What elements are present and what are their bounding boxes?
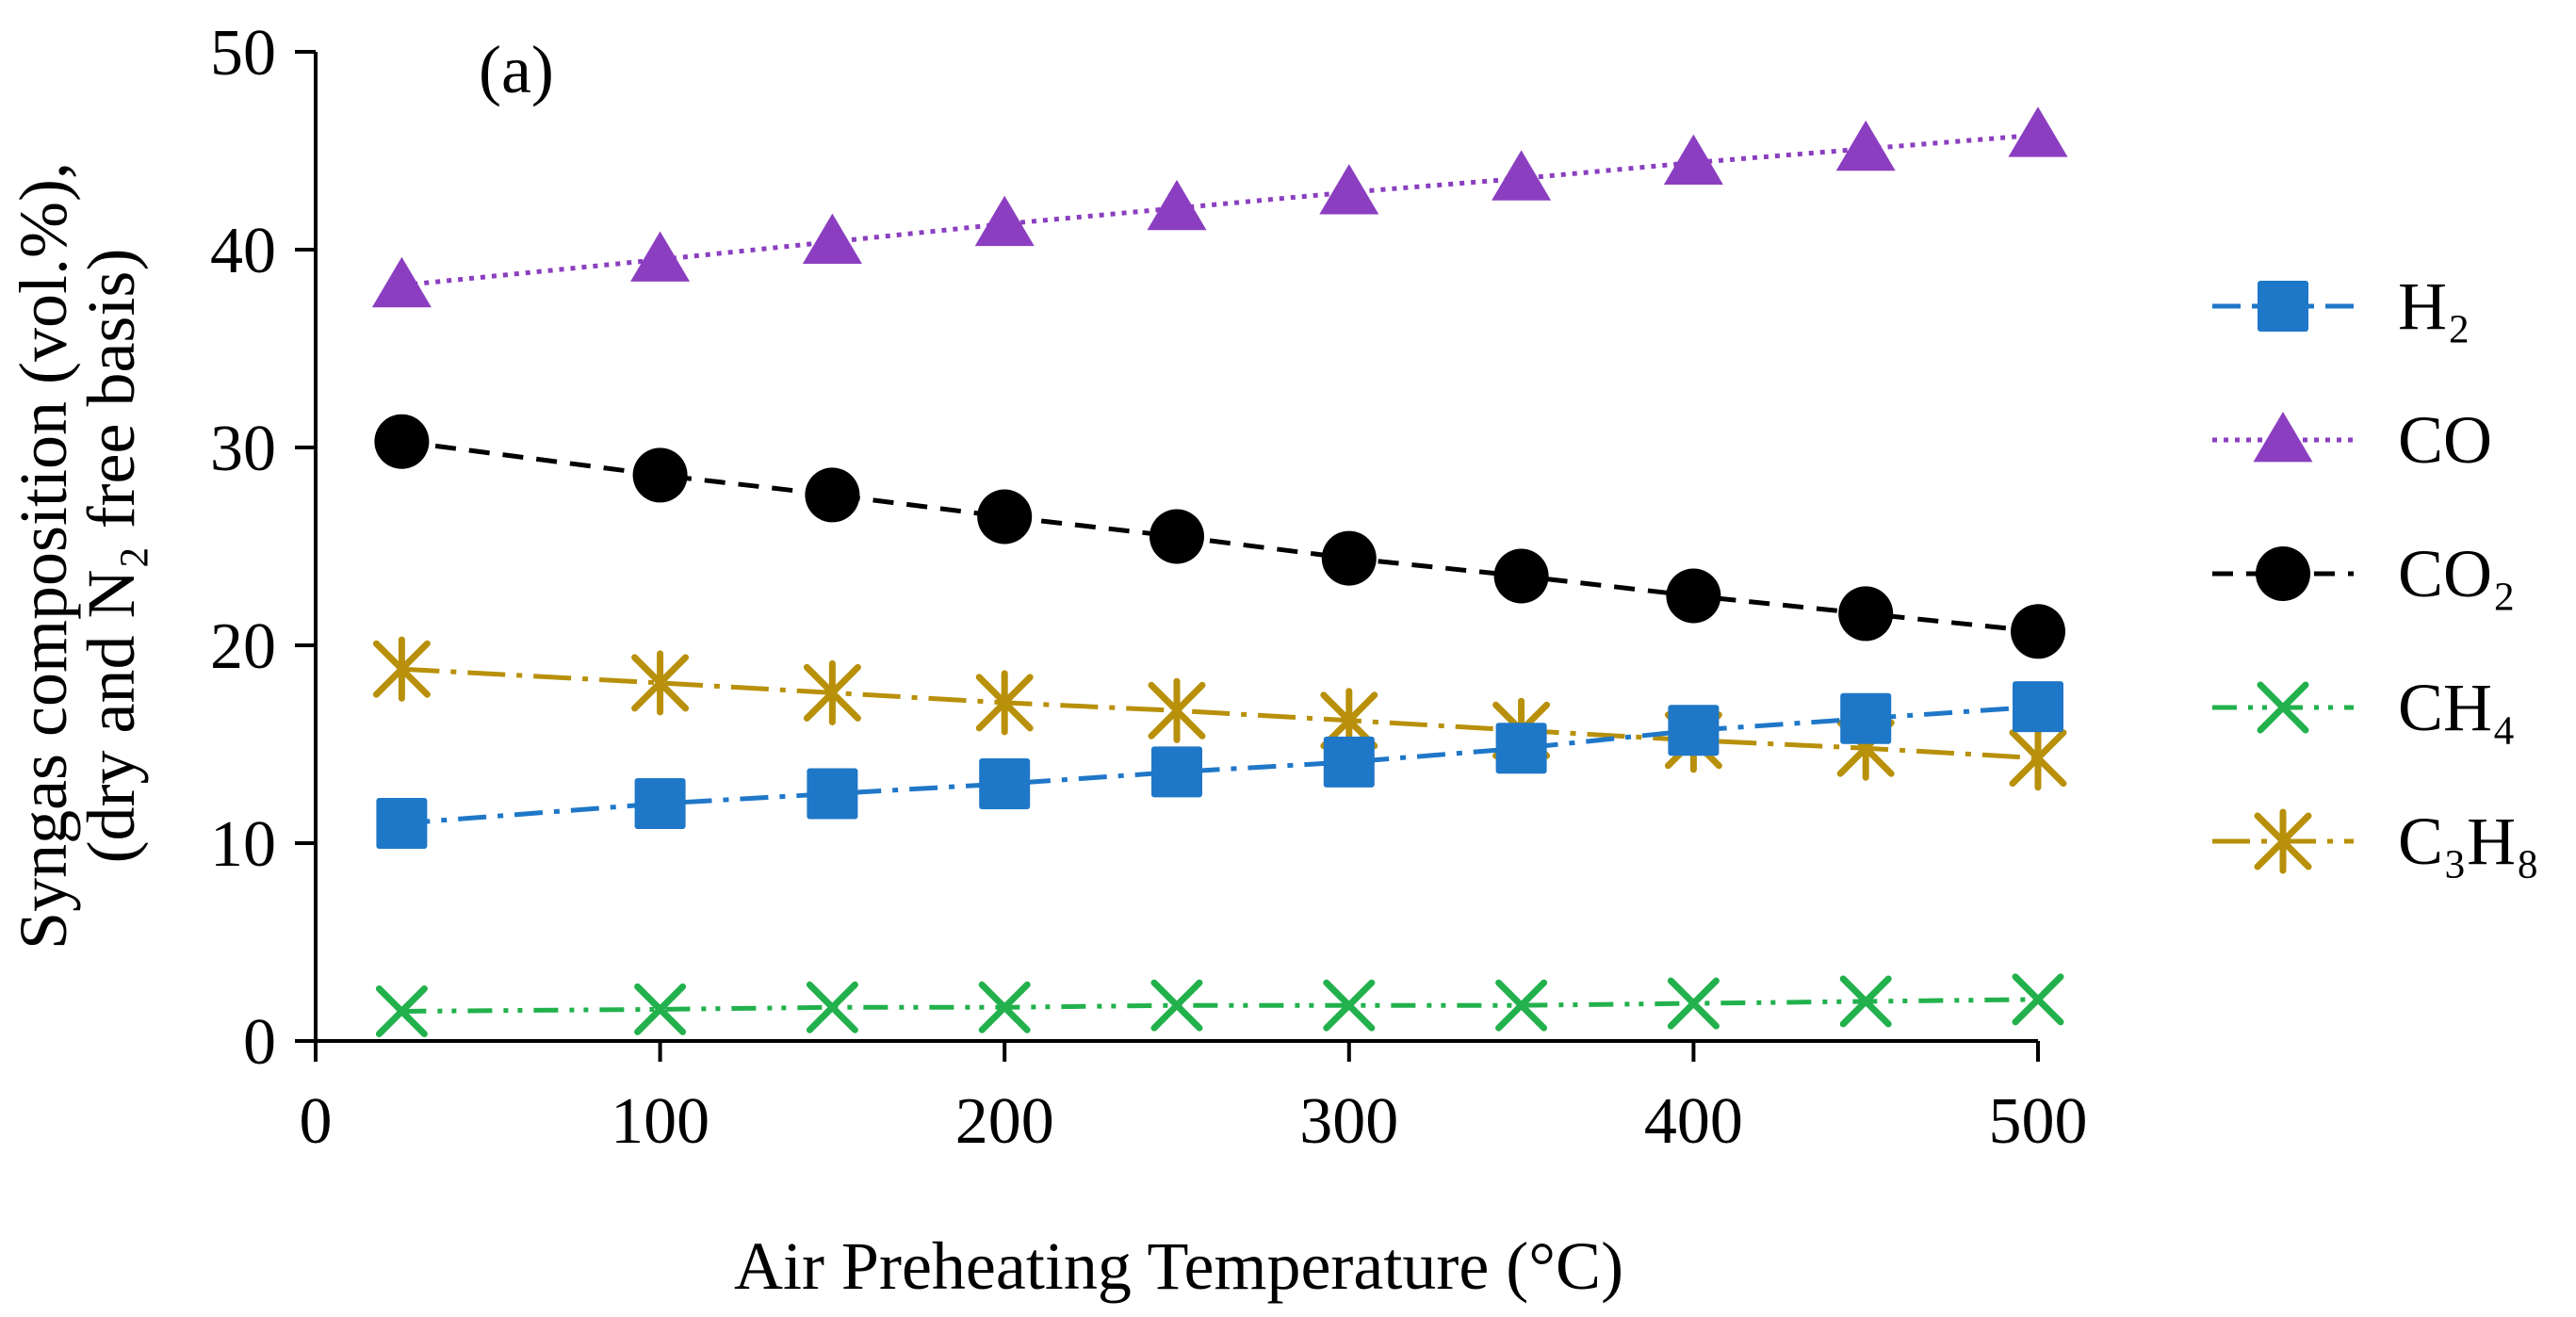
data-point-c3h8-150 [803, 659, 861, 725]
y-tick-label-40: 40 [210, 215, 276, 287]
data-point-ch4-400 [1667, 977, 1720, 1030]
y-tick-label-50: 50 [210, 17, 276, 89]
data-point-co-350 [1492, 150, 1552, 201]
data-point-h2-100 [634, 778, 686, 829]
data-point-ch4-450 [1839, 975, 1892, 1028]
data-point-c3h8-25 [372, 636, 431, 702]
data-point-h2-450 [1840, 692, 1892, 744]
data-point-co2-250 [1149, 509, 1204, 564]
series-h2 [376, 681, 2063, 849]
legend-marker-ch4 [2257, 681, 2309, 734]
x-tick-label-400: 400 [1644, 1085, 1743, 1158]
data-point-h2-350 [1495, 723, 1547, 774]
data-point-co-400 [1663, 134, 1723, 185]
data-point-c3h8-100 [631, 650, 690, 716]
data-point-ch4-200 [978, 981, 1031, 1033]
data-point-h2-250 [1151, 746, 1202, 798]
data-point-co-500 [2008, 106, 2068, 157]
panel-label: (a) [479, 32, 554, 107]
data-point-ch4-350 [1495, 979, 1548, 1032]
series-line-co2 [401, 439, 2039, 634]
data-point-co2-200 [977, 489, 1033, 545]
y-axis-title-line1: Syngas composition (vol.%), [6, 162, 81, 950]
y-tick-label-0: 0 [243, 1006, 276, 1079]
x-tick-label-200: 200 [955, 1085, 1054, 1158]
series-co2 [374, 414, 2065, 659]
data-point-h2-400 [1668, 705, 1720, 756]
series-ch4 [375, 973, 2064, 1037]
data-point-co2-25 [374, 414, 430, 469]
data-point-c3h8-250 [1148, 677, 1206, 743]
legend-label-ch4: CH₄ [2398, 670, 2516, 745]
legend-label-h2: H₂ [2398, 268, 2470, 344]
data-point-co2-300 [1321, 530, 1377, 586]
data-point-c3h8-200 [975, 670, 1034, 736]
data-point-co2-100 [632, 447, 688, 503]
x-tick-label-100: 100 [611, 1085, 709, 1158]
data-point-h2-300 [1323, 736, 1375, 788]
legend-label-co: CO [2398, 402, 2492, 478]
data-point-co2-350 [1493, 548, 1549, 604]
y-tick-label-20: 20 [210, 610, 276, 683]
data-point-co2-150 [805, 467, 860, 523]
legend-item-co: CO [2212, 402, 2492, 478]
data-point-co2-500 [2011, 604, 2065, 659]
data-point-ch4-500 [2012, 973, 2064, 1026]
data-point-ch4-100 [634, 983, 687, 1035]
data-point-h2-25 [376, 798, 428, 849]
data-point-co-450 [1835, 120, 1896, 171]
legend-marker-c3h8 [2254, 808, 2312, 874]
legend-marker-h2 [2258, 281, 2308, 332]
y-tick-label-30: 30 [210, 413, 276, 485]
y-tick-label-10: 10 [210, 808, 276, 881]
series-line-co [401, 132, 2039, 288]
data-point-h2-200 [979, 758, 1031, 809]
data-point-h2-500 [2013, 681, 2063, 733]
y-axis-title-line2: (dry and N₂ free basis) [73, 249, 149, 864]
data-point-ch4-25 [375, 985, 428, 1037]
legend-label-co2: CO₂ [2398, 536, 2516, 611]
x-tick-label-0: 0 [300, 1085, 333, 1158]
data-point-ch4-250 [1150, 979, 1203, 1032]
legend-item-c3h8: C₃H₈ [2212, 804, 2539, 879]
legend-marker-co2 [2256, 546, 2310, 601]
data-point-co-200 [974, 195, 1035, 247]
data-point-co-300 [1319, 164, 1379, 215]
legend-label-c3h8: C₃H₈ [2398, 804, 2539, 879]
data-point-c3h8-500 [2009, 725, 2067, 791]
data-point-co-150 [802, 213, 862, 264]
data-point-h2-150 [807, 768, 858, 820]
series-co [371, 106, 2068, 308]
x-tick-label-300: 300 [1299, 1085, 1398, 1158]
legend-item-h2: H₂ [2212, 268, 2470, 344]
series-c3h8 [372, 636, 2067, 791]
x-tick-label-500: 500 [1989, 1085, 2088, 1158]
x-axis-title: Air Preheating Temperature (°C) [734, 1228, 1623, 1304]
data-point-ch4-300 [1323, 979, 1376, 1032]
data-point-co2-450 [1838, 586, 1894, 642]
series-line-ch4 [401, 997, 2039, 1014]
data-point-co2-400 [1666, 568, 1721, 624]
legend-marker-co [2253, 412, 2313, 463]
data-point-co-25 [371, 256, 432, 308]
data-point-co-250 [1147, 179, 1207, 231]
data-point-ch4-150 [806, 981, 858, 1033]
legend-item-co2: CO₂ [2212, 536, 2516, 611]
series-line-c3h8 [401, 666, 2039, 761]
series-line-h2 [401, 704, 2039, 826]
data-point-co-100 [630, 231, 691, 282]
legend-item-ch4: CH₄ [2212, 670, 2516, 745]
